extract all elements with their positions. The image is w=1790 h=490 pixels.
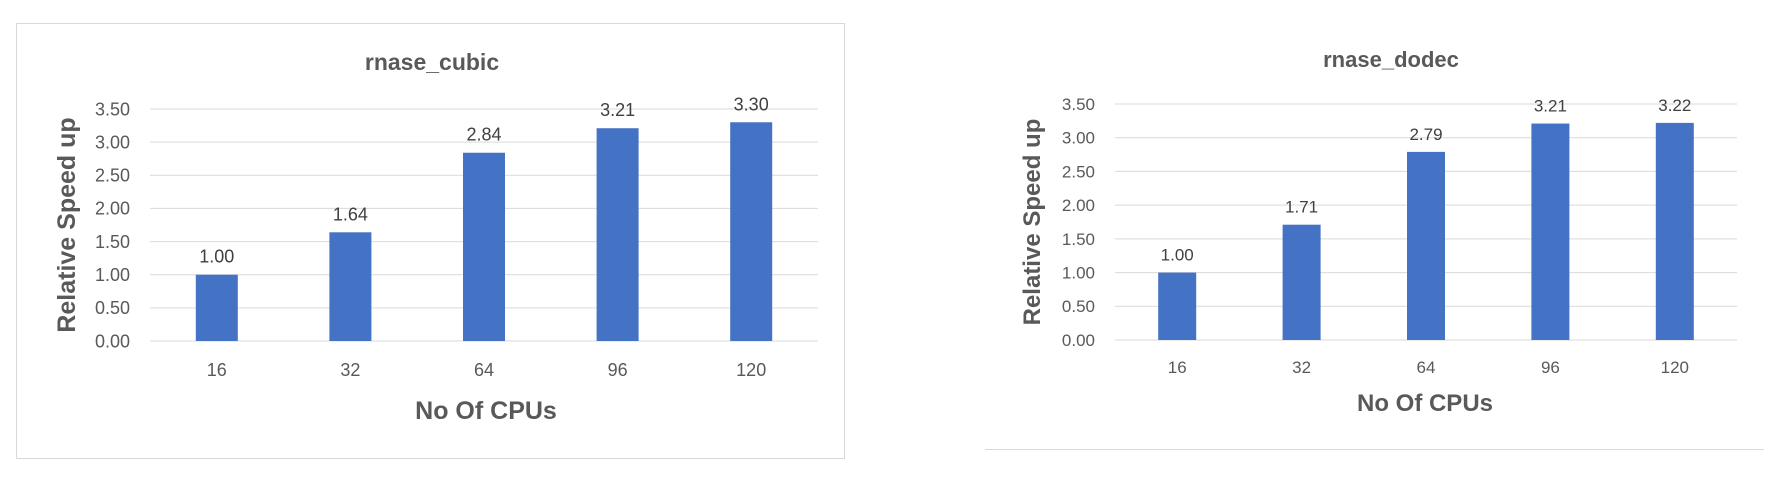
y-tick-label: 0.00 xyxy=(1062,331,1095,350)
bar-120 xyxy=(730,122,773,341)
bar-96 xyxy=(596,128,639,341)
data-label: 3.30 xyxy=(734,94,769,114)
y-tick-label: 2.00 xyxy=(95,199,130,219)
y-tick-label: 0.50 xyxy=(1062,297,1095,316)
x-tick-label: 16 xyxy=(1168,358,1187,377)
y-tick-label: 1.00 xyxy=(95,265,130,285)
y-tick-label: 2.00 xyxy=(1062,196,1095,215)
x-tick-label: 32 xyxy=(1292,358,1311,377)
y-tick-label: 0.00 xyxy=(95,331,130,351)
y-tick-label: 1.50 xyxy=(1062,230,1095,249)
y-axis-title: Relative Speed up xyxy=(1019,119,1046,326)
y-tick-label: 1.50 xyxy=(95,232,130,252)
x-axis-title: No Of CPUs xyxy=(1357,390,1493,417)
x-tick-label: 64 xyxy=(474,360,494,380)
y-tick-label: 3.50 xyxy=(1062,95,1095,114)
y-tick-label: 0.50 xyxy=(95,298,130,318)
bar-64 xyxy=(1407,151,1445,340)
data-label: 1.00 xyxy=(199,247,234,267)
y-tick-label: 3.00 xyxy=(95,132,130,152)
chart-title: rnase_dodec xyxy=(1323,47,1459,72)
x-tick-label: 96 xyxy=(1541,358,1560,377)
x-tick-label: 120 xyxy=(1661,358,1689,377)
y-tick-label: 3.00 xyxy=(1062,129,1095,148)
x-tick-label: 96 xyxy=(608,360,628,380)
data-label: 1.00 xyxy=(1161,246,1194,265)
chart-panel-rnase-dodec xyxy=(985,23,1764,450)
bar-64 xyxy=(463,152,505,341)
x-tick-label: 64 xyxy=(1417,358,1436,377)
data-label: 3.22 xyxy=(1658,96,1691,115)
x-tick-label: 120 xyxy=(736,360,766,380)
data-label: 1.71 xyxy=(1285,198,1318,217)
bar-96 xyxy=(1531,123,1570,340)
y-axis-title: Relative Speed up xyxy=(53,117,81,332)
bar-16 xyxy=(195,274,238,341)
y-tick-label: 2.50 xyxy=(1062,162,1095,181)
data-label: 3.21 xyxy=(600,100,635,120)
data-label: 2.84 xyxy=(466,125,501,145)
bar-32 xyxy=(329,232,372,341)
y-tick-label: 2.50 xyxy=(95,166,130,186)
bar-16 xyxy=(1158,272,1197,340)
y-tick-label: 1.00 xyxy=(1062,264,1095,283)
data-label: 1.64 xyxy=(333,204,368,224)
x-tick-label: 16 xyxy=(207,360,227,380)
bar-120 xyxy=(1655,122,1694,340)
y-tick-label: 3.50 xyxy=(95,99,130,119)
x-tick-label: 32 xyxy=(340,360,360,380)
x-axis-title: No Of CPUs xyxy=(415,397,557,425)
bar-32 xyxy=(1282,224,1321,340)
data-label: 2.79 xyxy=(1409,125,1442,144)
chart-title: rnase_cubic xyxy=(365,49,499,75)
chart-panel-rnase-cubic xyxy=(16,23,845,459)
data-label: 3.21 xyxy=(1534,97,1567,116)
